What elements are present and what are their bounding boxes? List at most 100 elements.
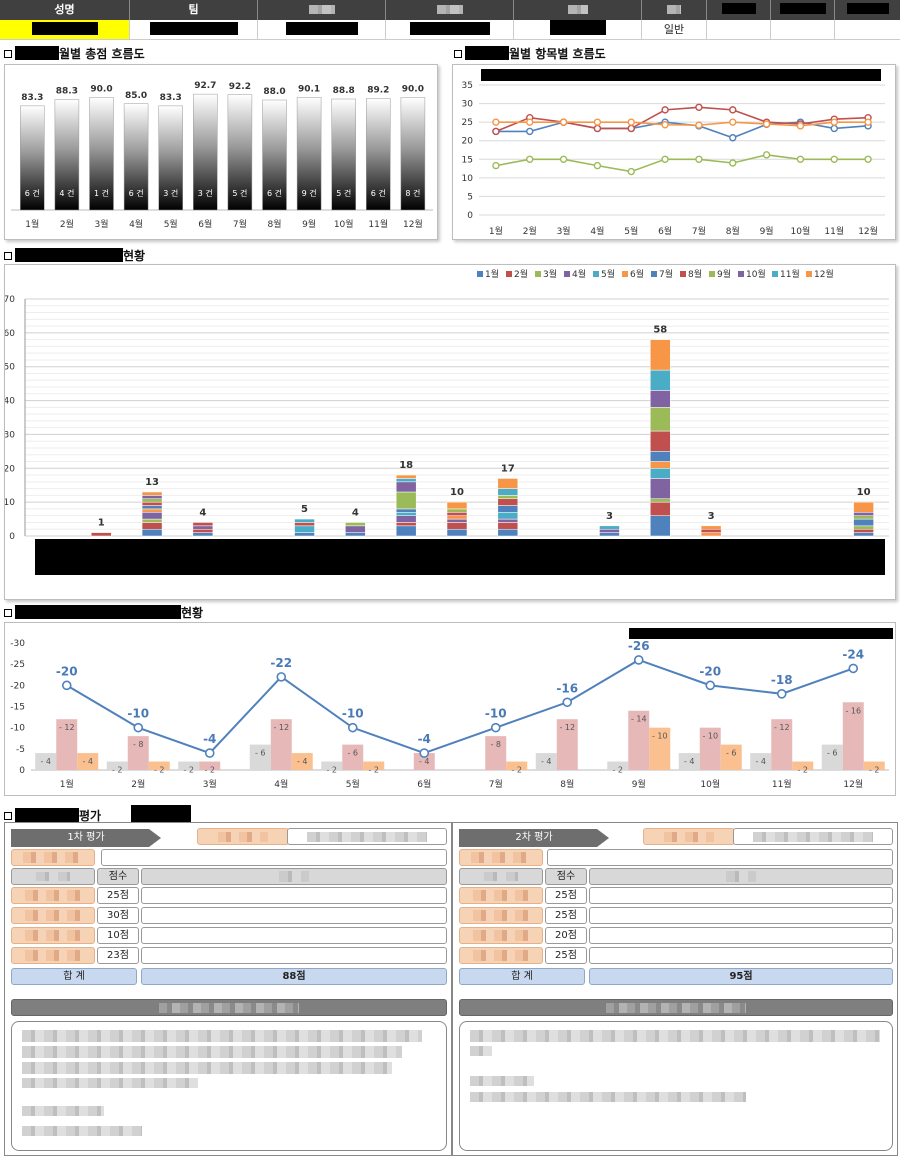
stack-segment	[141, 495, 163, 500]
eval1-item-comment[interactable]	[141, 947, 447, 964]
legend-label: 11월	[780, 268, 800, 280]
month-tick: 10월	[791, 225, 811, 237]
eval2-item-score[interactable]: 20점	[545, 927, 587, 944]
eval1-item-score[interactable]: 25점	[97, 887, 139, 904]
y-tick: -25	[10, 660, 25, 670]
stack-segment	[395, 491, 417, 510]
stack-segment	[192, 532, 214, 537]
stack-segment	[650, 407, 671, 432]
category-labels-redacted	[35, 539, 885, 575]
deduction-bar-label: - 2	[112, 766, 123, 775]
stack-segment	[497, 522, 519, 530]
deduction-bar-label: - 2	[612, 766, 623, 775]
legend-swatch	[772, 271, 778, 277]
chart4-legend-redacted	[629, 628, 893, 639]
total-value-first: 88점	[141, 968, 447, 985]
eval1-item-score[interactable]: 10점	[97, 927, 139, 944]
total-deduction-label: -10	[342, 707, 364, 721]
monthly-item-chart: 0 5 10 15 20 25 30 35 1월 2월 3월 4월 5월 6월 7월 8월 9월 10월 11월 12…	[452, 64, 896, 240]
stack-total-label: 58	[653, 325, 667, 336]
total-bar-value: 89.2	[367, 86, 389, 96]
comment-box-first[interactable]	[11, 1021, 447, 1151]
eval1-item-score[interactable]: 23점	[97, 947, 139, 964]
eval2-item-score[interactable]: 25점	[545, 907, 587, 924]
item-series-point	[729, 106, 737, 114]
total-bar	[331, 98, 356, 211]
item-series-point	[627, 167, 635, 176]
month-tick: 5월	[164, 218, 178, 230]
eval1-item-comment[interactable]	[141, 907, 447, 924]
item-series-point	[762, 120, 771, 128]
y-tick: 20	[5, 464, 15, 474]
deduction-bar	[506, 761, 528, 770]
total-bar-value: 88.0	[263, 87, 285, 97]
month-tick: 8월	[560, 778, 574, 790]
deduction-bar	[842, 702, 864, 770]
deduction-bar-label: - 16	[845, 706, 861, 715]
legend-label: 9월	[717, 268, 731, 280]
month-tick: 6월	[417, 778, 431, 790]
eval2-header-score: 점수	[545, 868, 587, 885]
deduction-bar	[556, 719, 578, 770]
eval2-item-score[interactable]: 25점	[545, 887, 587, 904]
eval1-item-comment[interactable]	[141, 887, 447, 904]
month-tick: 7월	[233, 218, 247, 230]
item-series-point	[526, 127, 534, 136]
deduction-bar	[699, 727, 721, 770]
deduction-bar	[35, 753, 57, 770]
deduction-bar	[127, 736, 149, 770]
total-deduction-point	[347, 722, 358, 733]
deduction-bar-label: - 6	[255, 749, 266, 758]
deduction-bar	[821, 744, 843, 770]
month-tick: 2월	[523, 225, 537, 237]
month-tick: 8월	[726, 225, 740, 237]
legend-label: 5월	[601, 268, 615, 280]
total-deduction-label: -10	[485, 707, 507, 721]
header-col-8	[771, 0, 835, 20]
deduction-bar	[199, 761, 221, 770]
count-label: 6 건	[25, 188, 40, 198]
y-tick: 30	[462, 100, 474, 110]
total-deduction-point	[133, 722, 144, 733]
total-deduction-label: -24	[842, 647, 864, 661]
header-name: 성명	[0, 0, 130, 20]
deduction-bar-label: - 2	[154, 766, 165, 775]
stack-segment	[141, 512, 163, 520]
stack-segment	[446, 515, 468, 520]
stack-segment	[345, 525, 366, 533]
eval2-item-comment[interactable]	[589, 947, 893, 964]
eval2-field-row1[interactable]	[547, 849, 893, 866]
eval2-item-score[interactable]: 25점	[545, 947, 587, 964]
eval-field-row1[interactable]	[101, 849, 447, 866]
deduction-bar-label: - 6	[347, 749, 358, 758]
eval1-item-score[interactable]: 30점	[97, 907, 139, 924]
stack-total-label: 3	[708, 511, 715, 522]
stack-segment	[853, 532, 874, 537]
deduction-bar	[628, 710, 650, 770]
y-tick: -30	[10, 639, 25, 649]
y-tick: -15	[10, 703, 25, 713]
item-series-line	[495, 106, 869, 133]
eval2-item-comment[interactable]	[589, 927, 893, 944]
total-bar	[227, 94, 253, 211]
eval2-item-comment[interactable]	[589, 907, 893, 924]
stack-segment	[497, 505, 519, 513]
deduction-bar-label: - 12	[774, 723, 790, 732]
stack-segment	[497, 478, 519, 489]
item-series-point	[559, 155, 568, 163]
month-tick: 12월	[403, 218, 423, 230]
eval2-item-comment[interactable]	[589, 887, 893, 904]
stack-segment	[446, 528, 468, 537]
stack-segment	[141, 528, 163, 537]
stack-segment	[395, 474, 417, 479]
y-tick: 0	[467, 211, 473, 221]
deduction-bar	[485, 736, 507, 770]
legend-label: 8월	[688, 268, 702, 280]
legend-label: 2월	[514, 268, 528, 280]
status2-title: 현황	[4, 605, 203, 621]
comment-box-second[interactable]	[459, 1021, 893, 1151]
total-bar	[296, 97, 322, 211]
count-label: 4 건	[59, 188, 74, 198]
legend-swatch	[738, 271, 744, 277]
eval1-item-comment[interactable]	[141, 927, 447, 944]
